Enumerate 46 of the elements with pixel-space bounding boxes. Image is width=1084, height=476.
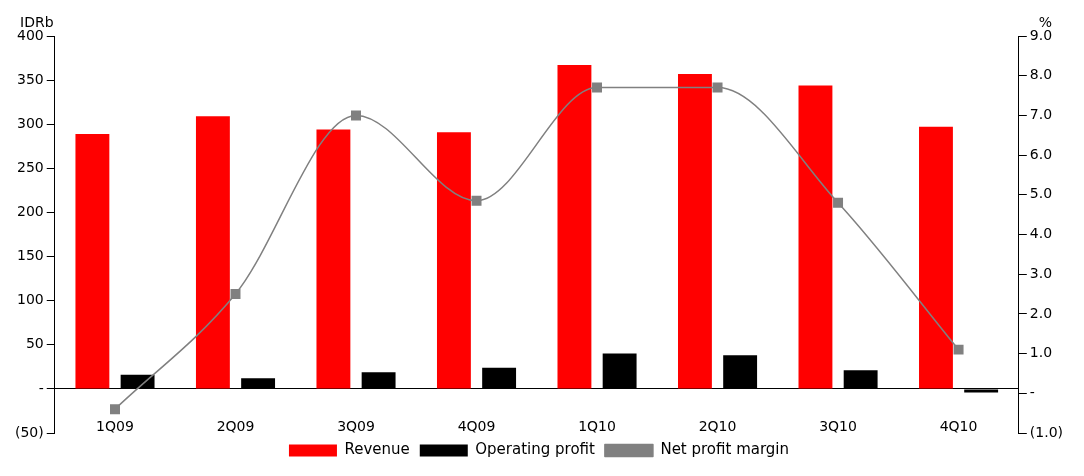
legend-label: Operating profit [475, 440, 596, 459]
y-tick-label: - [38, 379, 44, 396]
bar [919, 126, 953, 389]
x-tick-label: 3Q10 [819, 417, 857, 434]
bar [678, 73, 712, 389]
y2-tick-label: 6.0 [1029, 145, 1053, 162]
y-tick-label: 250 [17, 158, 44, 175]
x-tick-label: 4Q09 [457, 417, 496, 434]
y-tick-label: 50 [25, 335, 44, 352]
point [592, 82, 603, 93]
x-tick-label: 1Q10 [578, 417, 616, 434]
point [833, 197, 844, 208]
legend-label: Net profit margin [660, 440, 790, 459]
y2-tick-label: 3.0 [1029, 264, 1053, 281]
y2-tick-label: - [1029, 383, 1035, 400]
bar [75, 133, 110, 389]
point [712, 82, 723, 93]
y-tick-label: (50) [14, 423, 44, 440]
point [351, 110, 361, 121]
x-tick-label: 1Q09 [96, 417, 134, 434]
legend-label: Revenue [344, 440, 410, 459]
y2-tick-label: 5.0 [1029, 185, 1053, 202]
y2-tick-label: (1.0) [1029, 423, 1064, 440]
y-tick-label: 300 [17, 114, 44, 131]
bar [557, 65, 592, 389]
y2-tick-label: 1.0 [1029, 344, 1053, 361]
y2-tick-label: 8.0 [1029, 66, 1053, 83]
y-tick-label: 200 [17, 203, 44, 220]
y-tick-label: 350 [17, 70, 44, 87]
y-tick-label: 100 [17, 291, 44, 308]
bar [436, 132, 471, 389]
point [953, 344, 964, 355]
point [230, 289, 241, 300]
bar [798, 85, 833, 389]
y2-tick-label: 4.0 [1029, 225, 1053, 242]
point [471, 195, 482, 206]
y2-tick-label: 2.0 [1029, 304, 1053, 321]
bar [316, 129, 351, 389]
x-tick-label: 4Q10 [939, 417, 978, 434]
x-tick-label: 3Q09 [337, 417, 375, 434]
point [110, 404, 120, 415]
y-tick-label: 150 [17, 247, 44, 264]
x-tick-label: 2Q10 [698, 417, 737, 434]
x-tick-label: 2Q09 [216, 417, 255, 434]
bar [195, 116, 230, 389]
y2-tick-label: 7.0 [1029, 106, 1053, 123]
